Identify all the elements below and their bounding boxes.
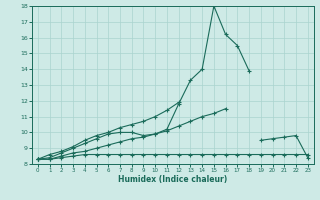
X-axis label: Humidex (Indice chaleur): Humidex (Indice chaleur) — [118, 175, 228, 184]
